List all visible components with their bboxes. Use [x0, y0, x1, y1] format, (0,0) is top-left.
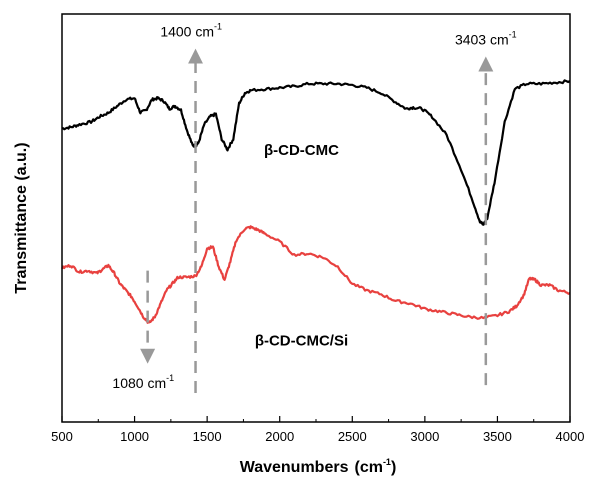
x-tick-label: 1000: [120, 429, 149, 444]
series-line-2: [61, 225, 571, 324]
series-layer: [61, 79, 571, 324]
x-tick-label: 3500: [483, 429, 512, 444]
x-axis-label: Wavenumbers (cm-1): [240, 457, 397, 476]
x-tick-label: 1500: [193, 429, 222, 444]
x-tick-label: 3000: [410, 429, 439, 444]
x-axis-label-unit: (cm: [354, 459, 382, 476]
y-axis-label: Transmittance (a.u.): [13, 142, 30, 293]
annotation-label-1: 1400 cm-1: [160, 21, 222, 39]
x-tick-label: 500: [51, 429, 73, 444]
annotation-label-2: 3403 cm-1: [455, 29, 517, 47]
series-line-1: [61, 79, 571, 226]
series-label-layer: β-CD-CMC β-CD-CMC/Si: [255, 142, 348, 350]
x-tick-label: 2000: [265, 429, 294, 444]
x-axis-label-main: Wavenumbers: [240, 459, 349, 476]
annotation-label-3: 1080 cm-1: [112, 373, 174, 391]
x-axis: 500 1000 1500 2000 2500 3000 3500 4000: [51, 416, 584, 444]
x-axis-label-unit-close: ): [391, 459, 396, 476]
annotation-layer: 1400 cm-1 3403 cm-1 1080 cm-1: [112, 21, 517, 394]
x-tick-label: 4000: [556, 429, 585, 444]
series-label-2: β-CD-CMC/Si: [255, 333, 348, 350]
x-tick-label: 2500: [338, 429, 367, 444]
plot-frame: [61, 13, 571, 423]
series-label-1: β-CD-CMC: [264, 142, 339, 159]
x-axis-label-unit-sup: -1: [383, 457, 391, 467]
